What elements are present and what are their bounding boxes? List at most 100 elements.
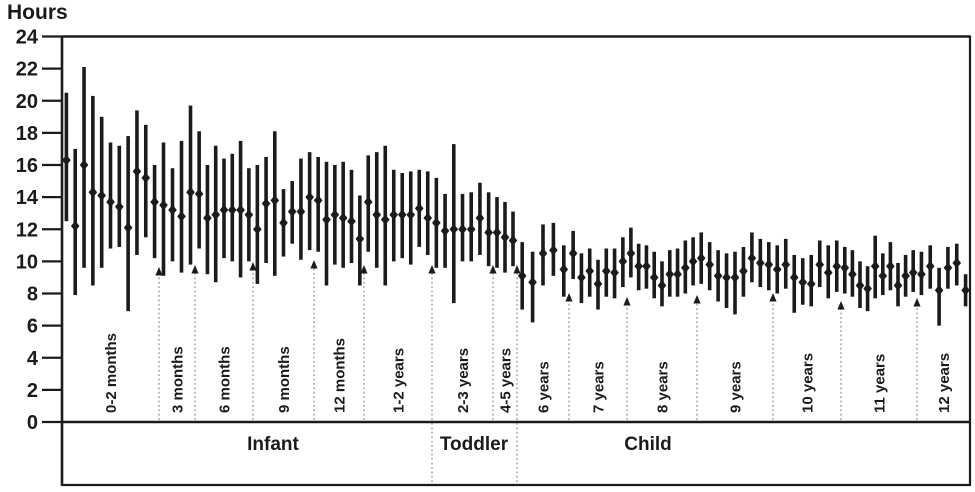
arrow-head-icon — [513, 265, 521, 274]
mean-diamond-marker — [88, 187, 98, 198]
mean-diamond-marker — [313, 195, 323, 206]
mean-diamond-marker — [219, 204, 229, 216]
axes-frame — [60, 35, 972, 487]
mean-diamond-marker — [253, 223, 262, 235]
mean-diamond-marker — [517, 270, 527, 282]
mean-diamond-marker — [397, 209, 407, 221]
mean-diamond-marker — [389, 209, 399, 221]
mean-diamond-marker — [863, 283, 872, 294]
mean-diamond-marker — [705, 259, 714, 270]
mean-diamond-marker — [528, 276, 537, 288]
mean-diamond-marker — [840, 262, 850, 274]
mean-diamond-marker — [673, 268, 682, 280]
y-tick-label: 18 — [16, 123, 38, 145]
mean-diamond-marker — [227, 204, 237, 216]
mean-diamond-marker — [194, 188, 204, 200]
mean-diamond-marker — [649, 272, 659, 283]
error-bar — [135, 110, 139, 255]
mean-diamond-marker — [414, 203, 424, 214]
mean-diamond-marker — [79, 159, 89, 171]
mean-diamond-marker — [730, 272, 740, 283]
error-bar — [108, 142, 113, 249]
error-bar — [117, 145, 122, 247]
age-group-label: 1-2 years — [391, 348, 408, 413]
mean-diamond-marker — [747, 252, 757, 264]
mean-diamond-marker — [815, 259, 825, 270]
mean-diamond-marker — [917, 268, 926, 280]
mean-diamond-marker — [713, 270, 723, 282]
y-tick-label: 22 — [16, 59, 38, 81]
age-group-label: 3 months — [170, 346, 187, 413]
arrow-head-icon — [565, 293, 573, 302]
mean-diamond-marker — [475, 212, 485, 224]
mean-diamond-marker — [626, 248, 636, 259]
y-tick-label: 10 — [16, 251, 38, 273]
age-group-label: 11 years — [872, 354, 889, 413]
age-group-label: 7 years — [591, 361, 608, 413]
mean-diamond-marker — [832, 260, 842, 272]
mean-diamond-marker — [901, 270, 910, 282]
mean-diamond-marker — [305, 191, 314, 203]
mean-diamond-marker — [855, 280, 865, 291]
y-axis-title: Hours — [7, 1, 68, 24]
age-group-label: 9 years — [728, 361, 745, 413]
arrow-head-icon — [693, 295, 701, 304]
y-tick-label: 6 — [27, 316, 38, 338]
age-group-label: 0-2 months — [103, 333, 120, 413]
mean-diamond-marker — [432, 217, 441, 229]
age-group-label: 10 years — [800, 353, 817, 413]
age-group-label: 12 months — [332, 338, 349, 413]
error-bar — [264, 156, 268, 263]
mean-diamond-marker — [150, 196, 159, 208]
mean-diamond-marker — [681, 262, 690, 274]
mean-diamond-marker — [423, 212, 433, 224]
mean-diamond-marker — [141, 172, 151, 184]
mean-diamond-marker — [577, 272, 586, 283]
y-tick-label: 2 — [27, 380, 38, 402]
y-tick-label: 24 — [16, 27, 39, 49]
mean-diamond-marker — [261, 198, 271, 209]
mean-diamond-marker — [806, 278, 816, 290]
age-group-label: 8 years — [655, 361, 672, 413]
y-tick-label: 0 — [27, 412, 38, 434]
mean-diamond-marker — [585, 265, 595, 277]
mean-diamond-marker — [492, 227, 502, 238]
arrow-head-icon — [913, 298, 921, 307]
mean-diamond-marker — [500, 231, 510, 243]
stage-label: Infant — [247, 434, 299, 455]
mean-diamond-marker — [756, 257, 765, 269]
error-bar — [179, 140, 184, 273]
mean-diamond-marker — [568, 248, 578, 259]
mean-diamond-marker — [665, 268, 675, 280]
stage-band-labels: Infant Toddler Child — [247, 434, 672, 455]
arrow-head-icon — [191, 265, 199, 274]
group-boundary-arrows — [155, 260, 921, 420]
mean-diamond-marker — [781, 259, 791, 270]
mean-diamond-marker — [330, 209, 340, 221]
mean-diamond-marker — [823, 267, 833, 278]
y-tick-label: 20 — [16, 91, 38, 113]
mean-diamond-marker — [961, 284, 970, 296]
mean-diamond-marker — [363, 196, 373, 208]
mean-diamond-marker — [593, 278, 603, 290]
mean-diamond-marker — [177, 211, 186, 222]
mean-diamond-marker — [97, 190, 106, 201]
mean-diamond-marker — [764, 259, 774, 270]
mean-diamond-marker — [380, 214, 390, 225]
arrow-head-icon — [360, 265, 368, 274]
mean-diamond-marker — [211, 209, 221, 221]
error-bar — [733, 251, 737, 315]
error-bar — [152, 165, 157, 259]
mean-diamond-marker — [186, 187, 195, 198]
age-group-labels: 0-2 months 3 months 6 months 9 months 12 mon… — [103, 333, 953, 413]
mean-diamond-marker — [287, 206, 297, 217]
error-bar — [792, 254, 797, 313]
mean-diamond-marker — [952, 257, 962, 269]
y-tick-label: 12 — [16, 219, 38, 241]
age-group-label: 2-3 years — [455, 348, 472, 413]
arrow-head-icon — [769, 293, 777, 302]
mean-diamond-marker — [925, 260, 935, 272]
y-tick-label: 4 — [27, 348, 39, 370]
age-group-label: 6 months — [217, 346, 234, 413]
